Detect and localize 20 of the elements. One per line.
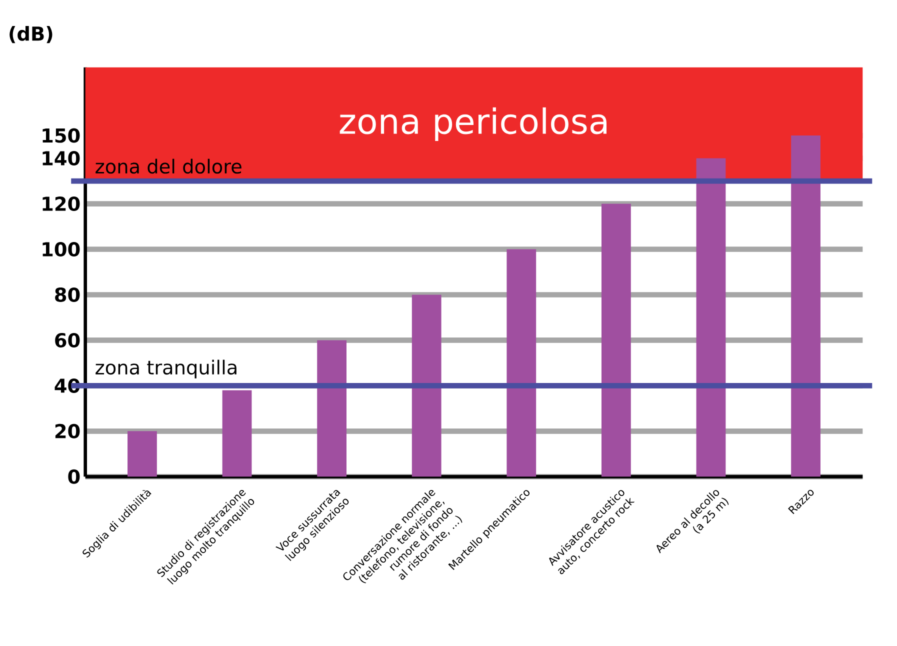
ref-line-label: zona tranquilla	[96, 360, 236, 378]
bar	[506, 249, 536, 477]
bar	[601, 204, 631, 477]
y-axis-title: (dB)	[10, 26, 52, 44]
bar	[128, 431, 157, 477]
bar	[222, 390, 252, 477]
y-tick-label: 20	[55, 424, 80, 438]
y-tick-label: 60	[55, 332, 80, 348]
y-tick-label: 0	[68, 469, 80, 484]
y-tick-label: 150	[42, 128, 80, 143]
band-label: zona pericolosa	[340, 107, 606, 141]
bar	[791, 136, 820, 477]
bar	[696, 158, 726, 477]
bar	[412, 294, 442, 477]
bar	[317, 340, 346, 477]
ref-line-label: zona del dolore	[96, 158, 242, 174]
y-tick-label: 140	[42, 151, 80, 166]
y-tick-label: 100	[42, 242, 80, 257]
y-tick-label: 120	[42, 196, 80, 212]
y-tick-label: 80	[55, 287, 80, 302]
